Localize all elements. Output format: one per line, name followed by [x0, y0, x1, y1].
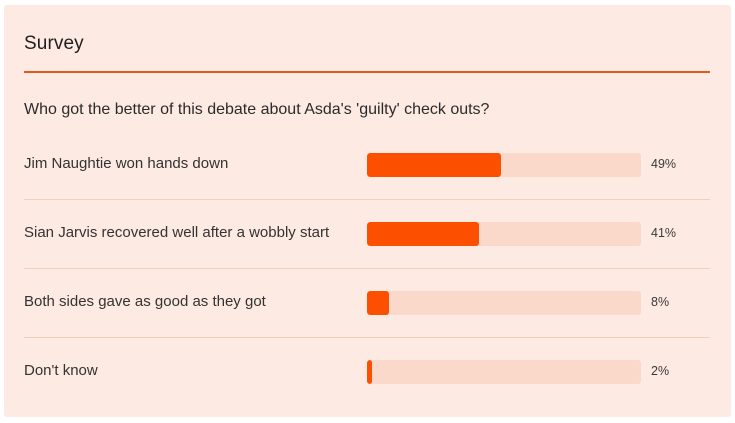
title-divider: [24, 71, 710, 73]
survey-option-4[interactable]: Don't know 2%: [24, 338, 710, 407]
result-bar-track: [367, 291, 641, 315]
option-percent: 8%: [651, 295, 670, 309]
survey-card: Survey Who got the better of this debate…: [4, 5, 731, 417]
result-bar-fill: [367, 291, 389, 315]
result-bar-fill: [367, 360, 373, 384]
option-percent: 2%: [651, 364, 670, 378]
survey-option-2[interactable]: Sian Jarvis recovered well after a wobbl…: [24, 200, 710, 269]
option-divider: [24, 268, 710, 269]
survey-option-3[interactable]: Both sides gave as good as they got 8%: [24, 269, 710, 338]
option-label: Jim Naughtie won hands down: [24, 155, 229, 172]
result-bar-fill: [367, 153, 502, 177]
option-label: Both sides gave as good as they got: [24, 293, 266, 310]
option-percent: 49%: [651, 157, 677, 171]
option-divider: [24, 199, 710, 200]
result-bar-track: [367, 153, 641, 177]
option-label: Don't know: [24, 362, 98, 379]
result-bar-fill: [367, 222, 480, 246]
survey-question: Who got the better of this debate about …: [24, 101, 490, 118]
result-bar-track: [367, 222, 641, 246]
option-label: Sian Jarvis recovered well after a wobbl…: [24, 224, 330, 241]
survey-option-1[interactable]: Jim Naughtie won hands down 49%: [24, 131, 710, 200]
option-divider: [24, 337, 710, 338]
result-bar-track: [367, 360, 641, 384]
survey-title: Survey: [24, 33, 84, 54]
option-percent: 41%: [651, 226, 677, 240]
